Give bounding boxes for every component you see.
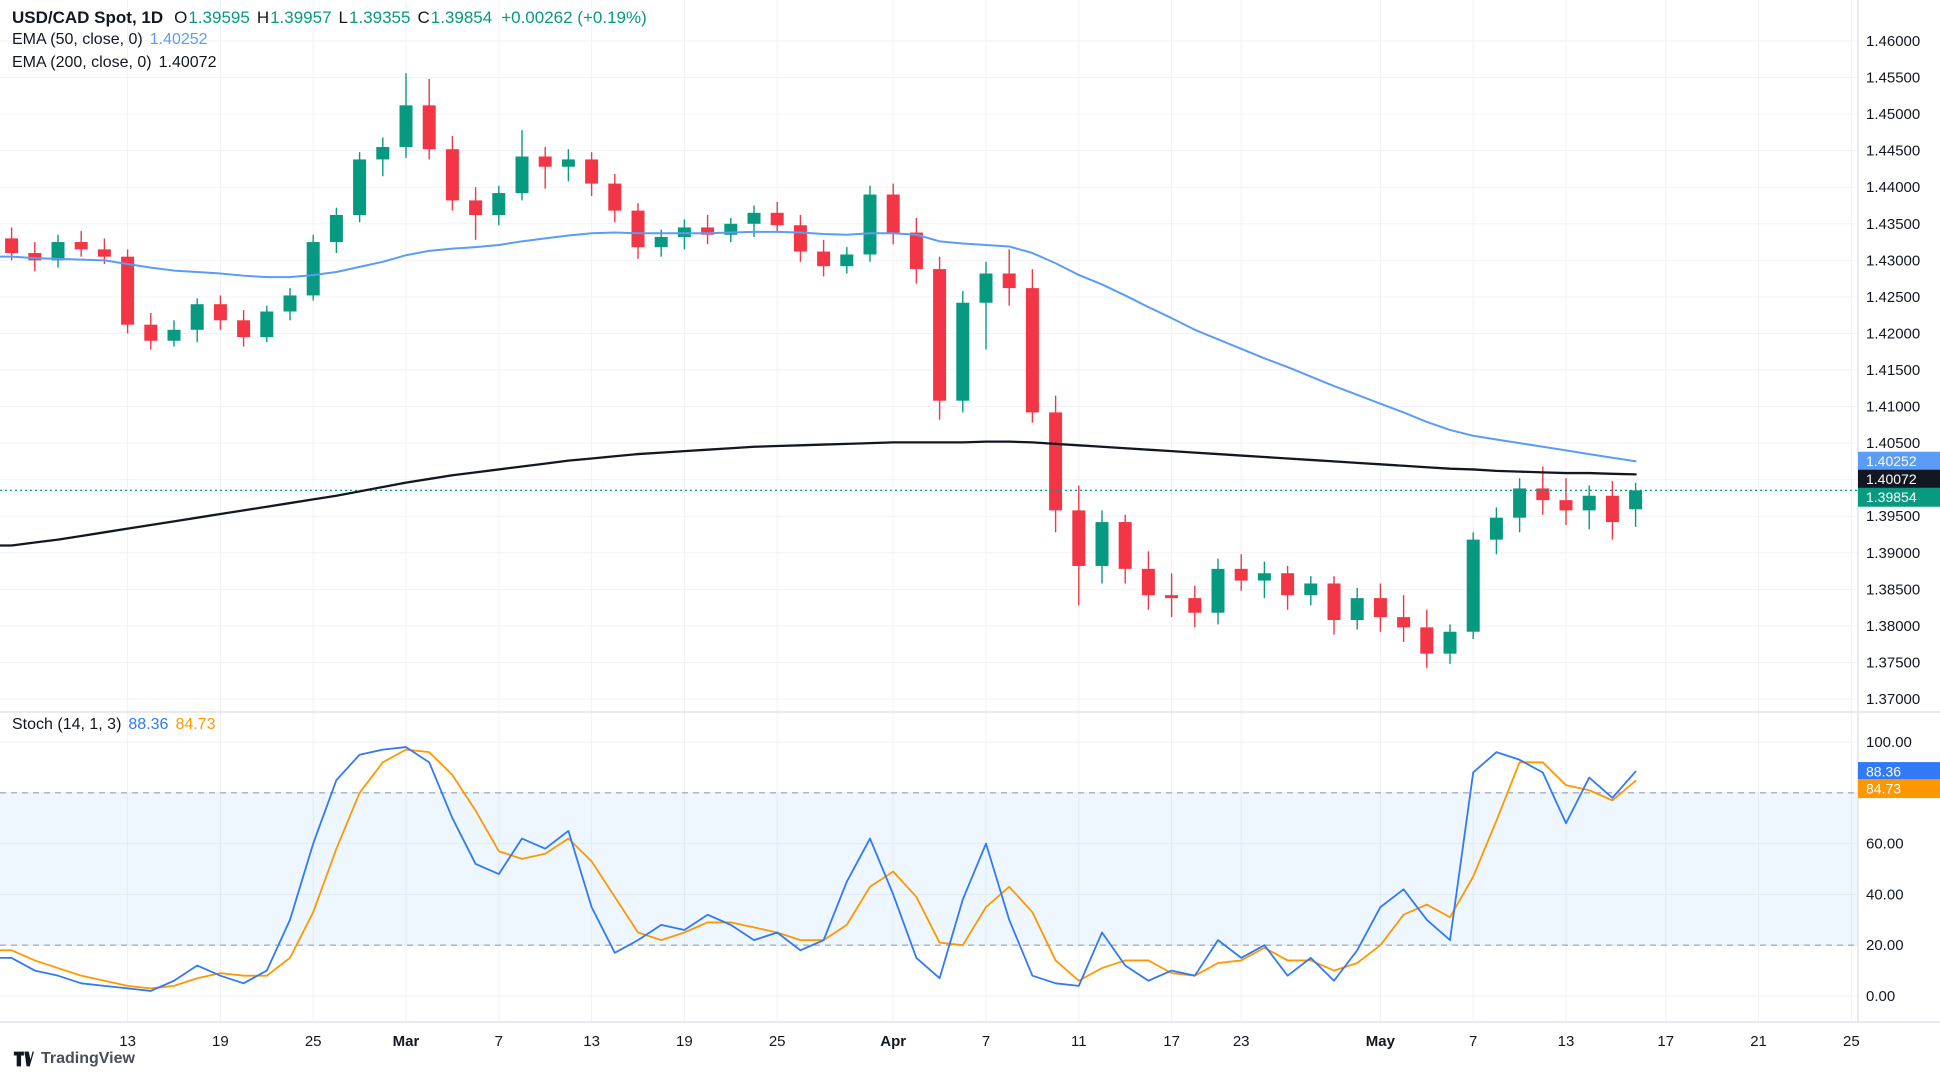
time-tick-label: 13 (1558, 1033, 1575, 1050)
time-tick-label: 23 (1233, 1033, 1250, 1050)
stoch-d-value: 84.73 (175, 716, 216, 733)
stoch-tick-label: 20.00 (1866, 937, 1904, 954)
time-tick-label: 17 (1657, 1033, 1674, 1050)
time-tick-label: May (1366, 1033, 1396, 1050)
svg-text:84.73: 84.73 (1866, 781, 1901, 797)
time-scale[interactable]: 13 19 25 Mar 7 13 19 25 Apr 7 11 17 23 May 7 13 17 21 25 (119, 1033, 1859, 1050)
price-tick-label: 1.42500 (1866, 289, 1920, 306)
price-tick-label: 1.38000 (1866, 618, 1920, 635)
price-tick-label: 1.41000 (1866, 399, 1920, 416)
stoch-d-line (0, 748, 1637, 990)
price-tag (1858, 451, 1940, 471)
ohlc-high-value: 1.39957 (270, 8, 332, 27)
time-tick-label: Mar (393, 1033, 420, 1050)
svg-text:1.40072: 1.40072 (1866, 471, 1917, 487)
price-tick-label: 1.45500 (1866, 70, 1920, 87)
ohlc-close-value: 1.39854 (430, 8, 493, 27)
price-tag (1858, 487, 1940, 507)
time-tick-label: 7 (1469, 1033, 1477, 1050)
stoch-legend-row[interactable]: Stoch (14, 1, 3) 88.36 84.73 (12, 716, 215, 739)
time-tick-label: 11 (1071, 1033, 1087, 1050)
time-tick-label: 13 (583, 1033, 600, 1050)
stoch-tick-label: 0.00 (1866, 988, 1895, 1005)
time-tick-label: 19 (212, 1033, 229, 1050)
tradingview-logo-text: TradingView (41, 1050, 135, 1067)
stoch-legend: Stoch (14, 1, 3) 88.36 84.73 (12, 716, 215, 739)
price-tick-label: 1.43000 (1866, 252, 1920, 269)
price-tick-label: 1.46000 (1866, 33, 1920, 50)
ohlc-close: C 1.39854 (417, 8, 492, 28)
candles-series (5, 73, 1643, 669)
price-tick-label: 1.44000 (1866, 179, 1920, 196)
ohlc-change: +0.00262 (+0.19%) (501, 8, 647, 27)
ema50-value: 1.40252 (149, 31, 208, 48)
stoch-tag (1858, 762, 1940, 782)
stoch-label: Stoch (14, 1, 3) (12, 716, 122, 733)
time-tick-label: 25 (305, 1033, 322, 1050)
axis-separators (0, 0, 1940, 1023)
ema200-value: 1.40072 (158, 54, 217, 71)
time-tick-label: 21 (1750, 1033, 1767, 1050)
time-tick-label: 19 (676, 1033, 693, 1050)
price-tick-label: 1.39000 (1866, 545, 1920, 562)
time-tick-label: 13 (119, 1033, 136, 1050)
ohlc-low-label: L (338, 8, 349, 27)
ema50-legend-row[interactable]: EMA (50, close, 0) 1.40252 (12, 31, 647, 54)
price-tick-label: 1.39500 (1866, 508, 1920, 525)
ema200-legend-row[interactable]: EMA (200, close, 0) 1.40072 (12, 54, 647, 77)
symbol-title: USD/CAD Spot, 1D (12, 8, 164, 27)
price-tick-label: 1.45000 (1866, 106, 1920, 123)
ohlc-open: O 1.39595 (174, 8, 250, 28)
main-legend: USD/CAD Spot, 1D O 1.39595 H 1.39957 L 1… (12, 8, 647, 77)
tradingview-logo[interactable]: TradingView (12, 1048, 135, 1070)
stoch-tag (1858, 779, 1940, 799)
svg-text:1.40252: 1.40252 (1866, 453, 1917, 469)
ohlc-high-label: H (256, 8, 270, 27)
time-tick-label: 25 (1843, 1033, 1860, 1050)
ohlc-low-value: 1.39355 (349, 8, 411, 27)
price-tick-label: 1.42000 (1866, 325, 1920, 342)
ohlc-high: H 1.39957 (257, 8, 332, 28)
svg-text:88.36: 88.36 (1866, 764, 1901, 780)
price-tick-label: 1.37000 (1866, 691, 1920, 708)
price-tick-label: 1.41500 (1866, 362, 1920, 379)
price-tick-label: 1.40500 (1866, 435, 1920, 452)
time-tick-label: 7 (495, 1033, 503, 1050)
price-tick-label: 1.37500 (1866, 654, 1920, 671)
price-tick-label: 1.43500 (1866, 216, 1920, 233)
ohlc-close-label: C (417, 8, 430, 27)
symbol-legend-row[interactable]: USD/CAD Spot, 1D O 1.39595 H 1.39957 L 1… (12, 8, 647, 31)
ema200-label: EMA (200, close, 0) (12, 54, 152, 71)
time-tick-label: 25 (769, 1033, 786, 1050)
ohlc-open-label: O (174, 8, 188, 27)
price-tag (1858, 469, 1940, 489)
stoch-k-value: 88.36 (128, 716, 169, 733)
price-tick-label: 1.38500 (1866, 581, 1920, 598)
stoch-tick-label: 60.00 (1866, 836, 1904, 853)
stoch-tick-label: 100.00 (1866, 734, 1912, 751)
svg-text:1.39854: 1.39854 (1866, 489, 1917, 505)
ema50-line (0, 230, 1637, 463)
price-tick-label: 1.44500 (1866, 143, 1920, 160)
price-scale[interactable]: 1.46000 1.45500 1.45000 1.44500 1.44000 1.435… (1866, 33, 1920, 1005)
time-tick-label: 17 (1163, 1033, 1180, 1050)
ohlc-open-value: 1.39595 (188, 8, 250, 27)
ema50-label: EMA (50, close, 0) (12, 31, 143, 48)
ohlc-low: L 1.39355 (339, 8, 411, 28)
ema200-line (0, 440, 1637, 547)
time-tick-label: Apr (880, 1033, 906, 1050)
tradingview-logo-icon (13, 1051, 34, 1067)
stoch-tick-label: 40.00 (1866, 886, 1904, 903)
grid-lines (0, 0, 1858, 1022)
time-tick-label: 7 (982, 1033, 990, 1050)
stoch-k-line (0, 746, 1637, 992)
